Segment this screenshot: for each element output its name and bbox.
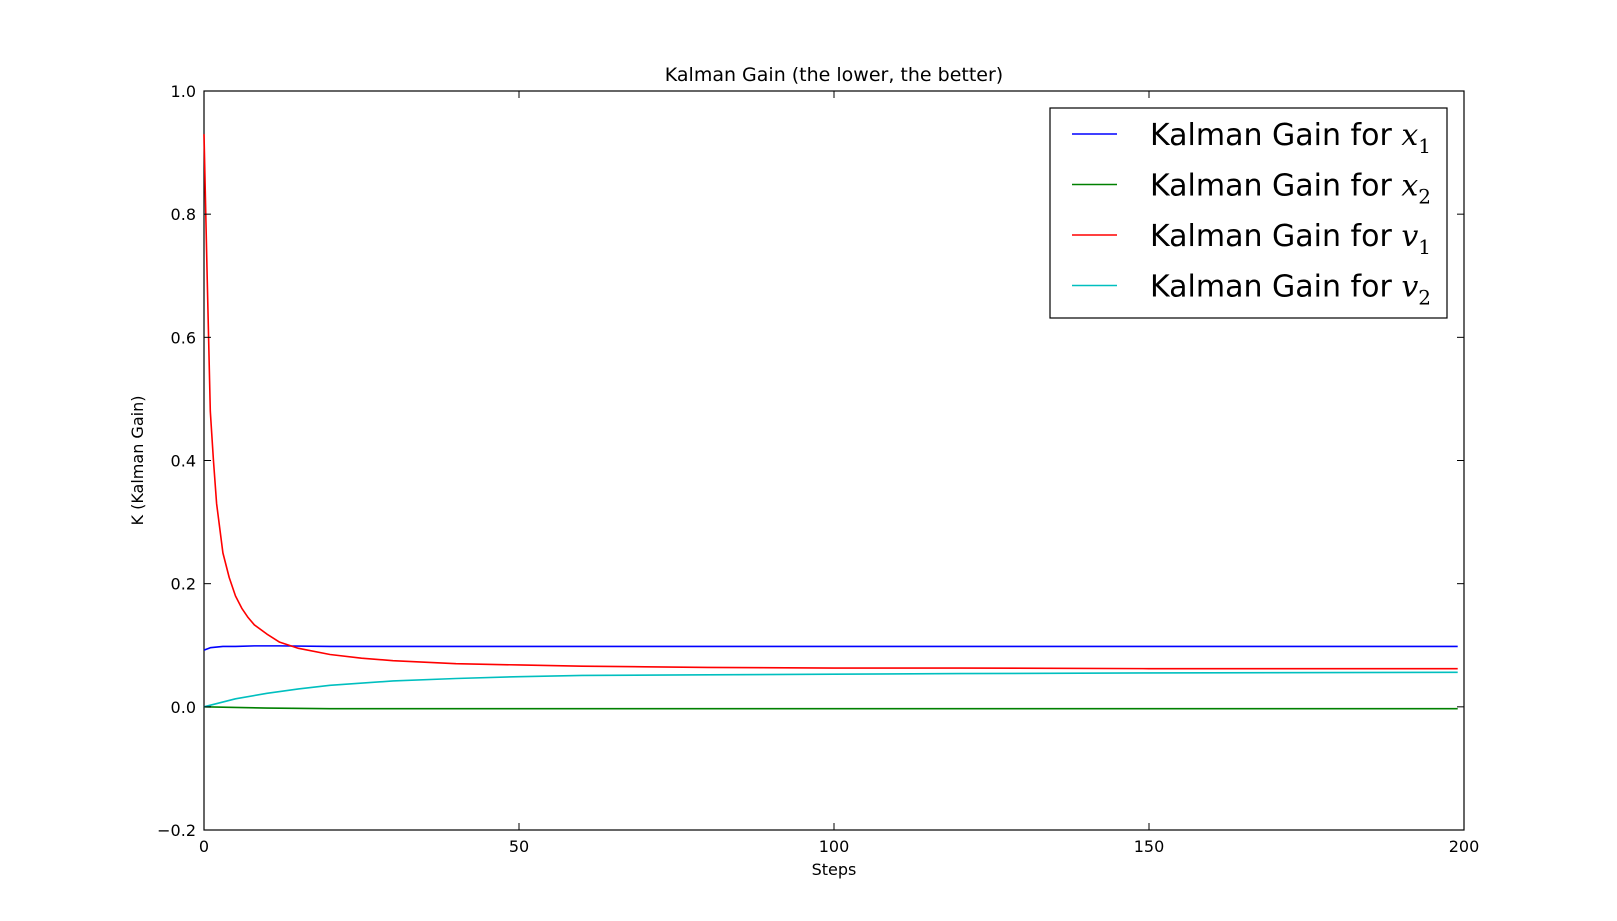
y-tick-label: 0.8: [171, 205, 196, 224]
series-line-x1: [203, 645, 1458, 651]
legend-label-x1: Kalman Gain for x1: [1150, 118, 1431, 158]
y-tick-label: 0.2: [171, 575, 196, 594]
y-tick-label: 0.0: [171, 698, 196, 717]
y-tick-label: 0.6: [171, 328, 196, 347]
series-line-x2: [203, 706, 1458, 710]
series-layer: [203, 134, 1458, 710]
x-tick-label: 150: [1134, 837, 1165, 856]
legend-box: [1049, 107, 1448, 319]
legend-label-x2: Kalman Gain for x2: [1150, 169, 1431, 209]
series-line-v1: [203, 134, 1458, 670]
x-tick-label: 100: [819, 837, 850, 856]
chart-title: Kalman Gain (the lower, the better): [665, 64, 1003, 86]
legend-label-v2: Kalman Gain for v2: [1150, 270, 1431, 310]
legend: Kalman Gain for x1 Kalman Gain for x2 Kalm…: [1049, 107, 1448, 319]
y-tick-label: 1.0: [171, 82, 196, 101]
series-line-v2: [203, 671, 1458, 708]
x-axis-label: Steps: [812, 860, 857, 879]
x-tick-label: 50: [509, 837, 529, 856]
y-axis-label: K (Kalman Gain): [128, 396, 147, 526]
x-tick-label: 200: [1449, 837, 1480, 856]
legend-label-v1: Kalman Gain for v1: [1150, 219, 1431, 259]
x-tick-label: 0: [199, 837, 209, 856]
y-tick-label: 0.4: [171, 452, 196, 471]
tick-layer: 0 50 100 150 200 −0.2 0.0 0.2 0.4 0.6 0.8 1.0: [157, 82, 1479, 856]
y-tick-label: −0.2: [157, 821, 196, 840]
